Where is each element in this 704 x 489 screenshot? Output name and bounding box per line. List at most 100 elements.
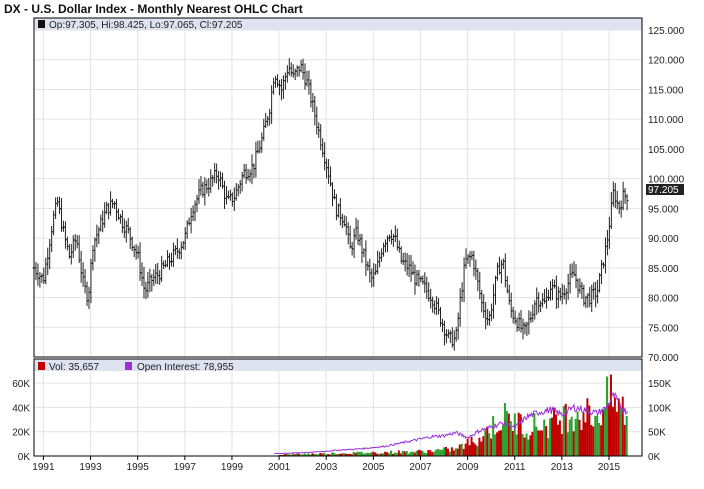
volume-bar <box>619 406 622 456</box>
volume-bar <box>462 448 465 456</box>
volume-bar <box>499 430 502 456</box>
volume-bar <box>287 454 290 456</box>
price-bars <box>32 58 629 351</box>
volume-bar <box>344 453 347 456</box>
volume-bar <box>340 453 343 456</box>
volume-bar <box>592 426 595 456</box>
volume-bar <box>503 403 506 456</box>
price-tick-label: 85.000 <box>648 264 679 275</box>
volume-bar <box>366 452 369 456</box>
volume-tick-label: 0K <box>18 452 31 463</box>
volume-bar <box>507 413 510 456</box>
volume-bar <box>452 450 455 456</box>
volume-bar <box>356 451 359 456</box>
volume-bar <box>472 442 475 456</box>
x-tick-label: 2009 <box>456 462 479 473</box>
volume-bar <box>384 451 387 456</box>
volume-bar <box>611 406 614 456</box>
price-tick-label: 75.000 <box>648 323 679 334</box>
volume-bar <box>380 453 383 456</box>
volume-bar <box>590 425 593 456</box>
volume-bar <box>374 452 377 456</box>
volume-bar <box>496 432 499 456</box>
x-tick-label: 2003 <box>315 462 338 473</box>
volume-bar <box>283 454 286 456</box>
price-tick-label: 80.000 <box>648 294 679 305</box>
volume-legend-band <box>34 359 642 371</box>
x-tick-label: 2007 <box>409 462 432 473</box>
volume-bar <box>368 453 371 456</box>
volume-bar <box>307 453 310 456</box>
volume-bar <box>446 448 449 456</box>
volume-bar <box>291 453 294 456</box>
volume-legend-swatch <box>38 362 45 370</box>
volume-bar <box>443 447 446 456</box>
volume-bar <box>511 430 514 456</box>
volume-bar <box>338 453 341 456</box>
last-price-label: 97.205 <box>648 185 679 196</box>
volume-bar <box>297 453 300 456</box>
volume-bar <box>543 419 546 456</box>
volume-bar <box>278 454 281 456</box>
price-tick-label: 110.000 <box>648 115 684 126</box>
volume-bar <box>513 413 516 456</box>
volume-bar <box>454 448 457 456</box>
x-tick-label: 1993 <box>79 462 102 473</box>
volume-bar <box>490 438 493 456</box>
price-grid <box>34 29 642 358</box>
volume-bar <box>529 435 532 456</box>
volume-bar <box>566 432 569 456</box>
volume-bar <box>397 450 400 456</box>
price-legend-band <box>34 18 642 30</box>
volume-bar <box>572 431 575 456</box>
volume-bar <box>423 452 426 456</box>
price-legend-swatch <box>38 20 45 28</box>
volume-bar <box>311 453 314 456</box>
volume-bar <box>409 452 412 456</box>
volume-bar <box>468 445 471 456</box>
x-tick-label: 1991 <box>32 462 55 473</box>
volume-bar <box>545 426 548 456</box>
x-tick-label: 2001 <box>268 462 291 473</box>
price-tick-label: 70.000 <box>648 353 679 364</box>
volume-bar <box>419 450 422 456</box>
volume-bar <box>486 427 489 456</box>
volume-bar <box>376 453 379 456</box>
volume-bar <box>498 430 501 456</box>
volume-bar <box>319 453 322 456</box>
price-legend: Op:97.305, Hi:98.425, Lo:97.065, Cl:97.2… <box>49 20 243 31</box>
volume-bar <box>535 426 538 456</box>
oi-tick-label: 100K <box>648 403 672 414</box>
volume-bar <box>303 453 306 456</box>
volume-tick-label: 40K <box>12 403 30 414</box>
oi-legend-swatch <box>125 362 132 370</box>
volume-bar <box>525 433 528 456</box>
volume-bar <box>519 414 522 456</box>
volume-bar <box>364 453 367 456</box>
volume-bar <box>456 448 459 456</box>
volume-bar <box>372 451 375 456</box>
price-tick-label: 105.000 <box>648 145 685 156</box>
oi-tick-label: 150K <box>648 379 672 390</box>
volume-bar <box>466 438 469 456</box>
volume-bar <box>606 376 609 456</box>
volume-bar <box>421 450 424 456</box>
volume-bar <box>407 453 410 456</box>
volume-bar <box>325 454 328 456</box>
volume-bar <box>411 451 414 456</box>
volume-bar <box>488 433 491 456</box>
oi-tick-label: 50K <box>648 428 666 439</box>
x-tick-label: 2015 <box>598 462 621 473</box>
volume-bar <box>617 398 620 456</box>
volume-bar <box>429 450 432 456</box>
volume-bar <box>580 430 583 456</box>
volume-bar <box>348 453 351 456</box>
volume-bar <box>280 454 283 456</box>
volume-bar <box>413 452 416 456</box>
volume-y-axis: 60K 40K 20K 0K <box>12 379 30 463</box>
volume-bar <box>531 431 534 456</box>
volume-bar <box>564 403 567 456</box>
volume-bar <box>327 454 330 456</box>
volume-bar <box>602 409 605 456</box>
